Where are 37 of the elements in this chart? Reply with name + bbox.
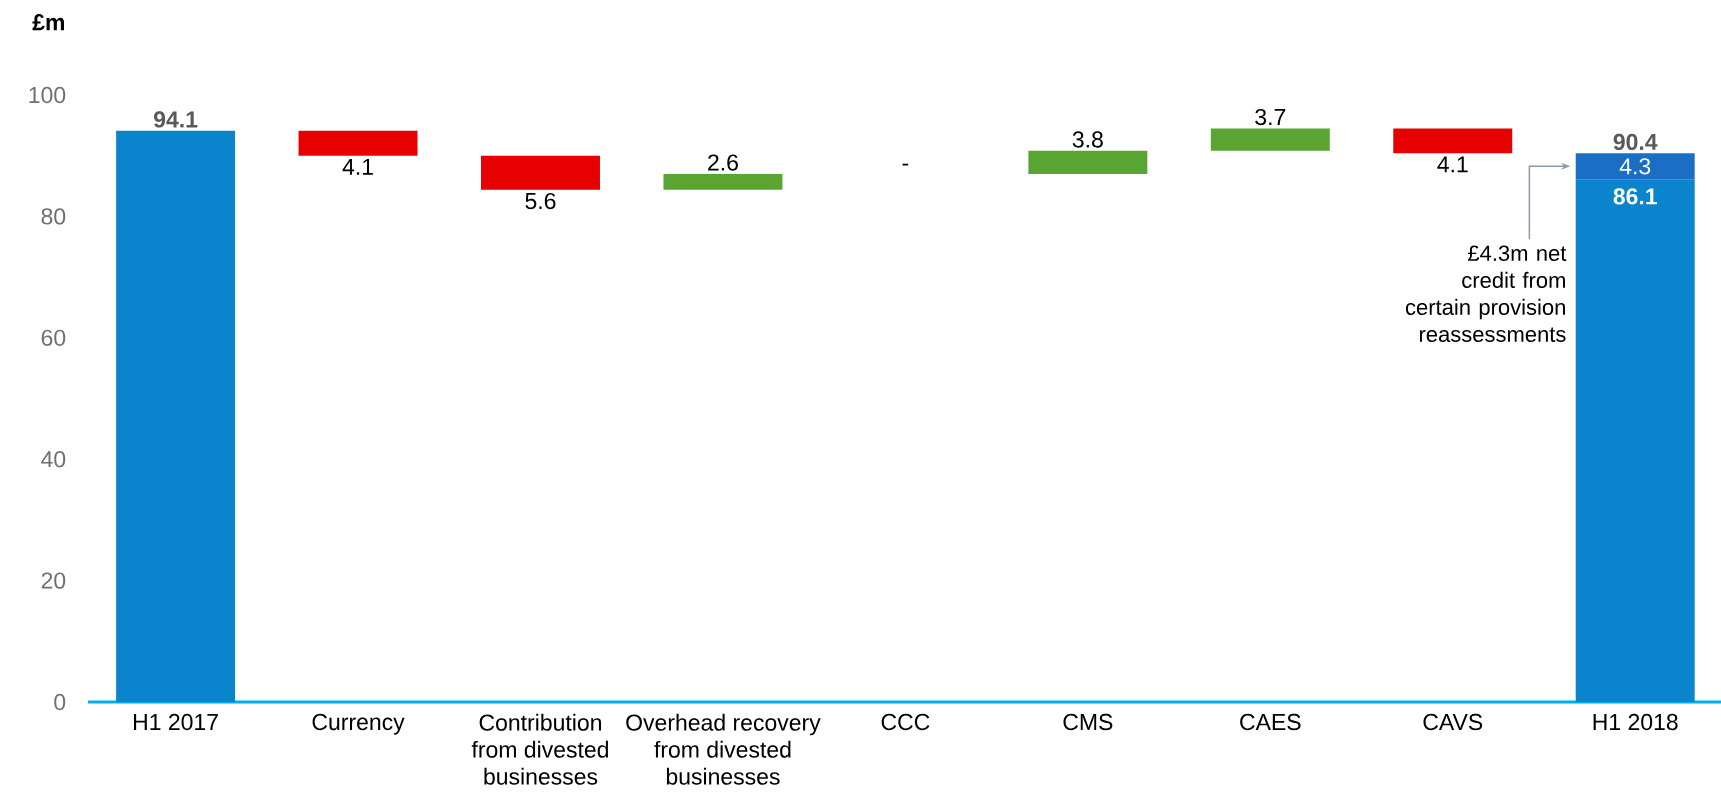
y-tick-label: 40: [41, 451, 66, 468]
data-label: 2.6: [708, 154, 738, 171]
x-tick-label: H1 2017: [133, 713, 218, 731]
y-tick-label: 20: [41, 572, 66, 589]
x-tick-label: H1 2018: [1593, 713, 1678, 731]
bar: [481, 155, 600, 190]
y-tick-label: 100: [29, 86, 66, 104]
data-label: 3.7: [1255, 108, 1286, 126]
data-label: 86.1: [1613, 188, 1657, 205]
x-tick-label: CMS: [1063, 713, 1113, 731]
data-label: 5.6: [525, 192, 556, 210]
x-tick-label: Overhead recovery from divested businesses: [626, 713, 821, 785]
data-label: 4.1: [342, 158, 373, 175]
x-tick-label: CAES: [1240, 713, 1301, 731]
bar: [663, 173, 783, 190]
annotation: £4.3m net credit from certain provision reassessments: [1405, 245, 1567, 343]
data-label: 3.8: [1072, 131, 1103, 148]
bar: [1393, 128, 1513, 154]
bar: [1028, 150, 1148, 174]
total-label: 90.4: [1613, 133, 1658, 151]
x-tick-label: Currency: [312, 713, 405, 735]
y-tick-label: 0: [54, 693, 66, 711]
bar: [1575, 179, 1695, 702]
data-label: 4.3: [1619, 158, 1651, 175]
bar: [298, 130, 418, 156]
x-tick-label: CCC: [881, 713, 930, 731]
x-tick-label: CAVS: [1423, 713, 1483, 731]
text: -: [902, 163, 909, 166]
data-label: 4.1: [1437, 156, 1468, 173]
data-label: 94.1: [153, 111, 198, 128]
y-axis-title: £m: [32, 14, 64, 31]
bar: [1210, 128, 1330, 151]
y-tick-label: 60: [41, 329, 66, 346]
x-tick-label: Contribution from divested businesses: [471, 713, 608, 785]
bar: [1575, 153, 1695, 180]
y-tick-label: 80: [41, 208, 66, 225]
bar: [116, 130, 236, 702]
